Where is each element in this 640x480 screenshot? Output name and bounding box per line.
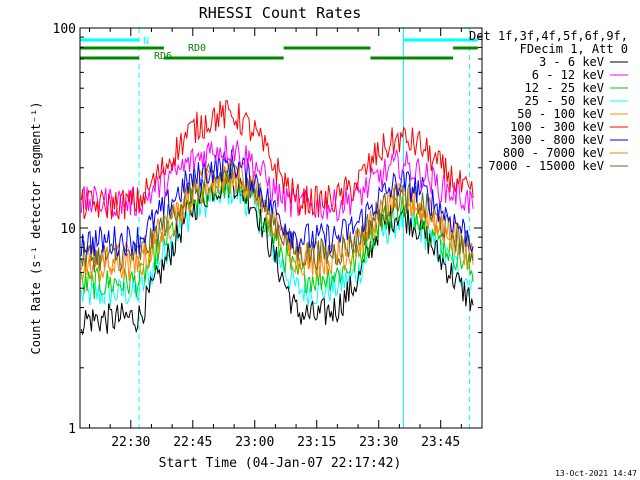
chart-title: RHESSI Count Rates [199,4,362,22]
legend-label-7: 800 - 7000 keV [503,146,604,160]
series-100-300-kev [80,100,474,220]
series-300-800-kev [80,149,474,257]
legend-label-1: 6 - 12 keV [532,68,604,82]
x-tick-label-2345: 23:45 [421,435,460,450]
series-6-12-kev [80,135,474,223]
y-tick-label-100: 100 [53,22,76,37]
x-tick-label-2315: 23:15 [297,435,336,450]
y-tick-label-1: 1 [68,422,76,437]
annotation-n-label: N [143,36,149,47]
legend-header-line1: Det 1f,3f,4f,5f,6f,9f, [469,29,628,43]
attenuator-annotations: N RD0 RD6 [80,36,478,62]
y-axis-label: Count Rate (s⁻¹ detector segment⁻¹) [29,102,43,355]
legend-label-4: 50 - 100 keV [517,107,604,121]
x-axis-label: Start Time (04-Jan-07 22:17:42) [159,456,402,471]
y-axis-ticks: 1 10 100 [53,22,482,437]
legend-label-0: 3 - 6 keV [539,55,604,69]
x-tick-label-2300: 23:00 [235,435,274,450]
x-axis-ticks: 22:30 22:45 23:00 23:15 23:30 23:45 [89,28,483,450]
legend-label-8: 7000 - 15000 keV [488,159,604,173]
footer-timestamp: 13-Oct-2021 14:47 [555,469,637,478]
legend-header-line2: FDecim 1, Att 0 [520,42,628,56]
annotation-rd6-label: RD6 [154,51,172,62]
legend-label-2: 12 - 25 keV [525,81,604,95]
x-tick-label-2230: 22:30 [111,435,150,450]
legend: Det 1f,3f,4f,5f,6f,9f, FDecim 1, Att 0 3… [469,29,628,173]
legend-label-6: 300 - 800 keV [510,133,604,147]
series-3-6-kev [80,170,474,336]
legend-label-3: 25 - 50 keV [525,94,604,108]
x-tick-label-2245: 22:45 [173,435,212,450]
x-tick-label-2330: 23:30 [359,435,398,450]
series-7000-15000-kev [80,161,474,273]
annotation-rd0-label: RD0 [188,43,206,54]
data-series [80,100,474,336]
y-tick-label-10: 10 [60,222,76,237]
legend-label-5: 100 - 300 keV [510,120,604,134]
plot-area: N RD0 RD6 1 10 100 22:30 22:45 23:00 23:15 23:30… [53,22,483,450]
